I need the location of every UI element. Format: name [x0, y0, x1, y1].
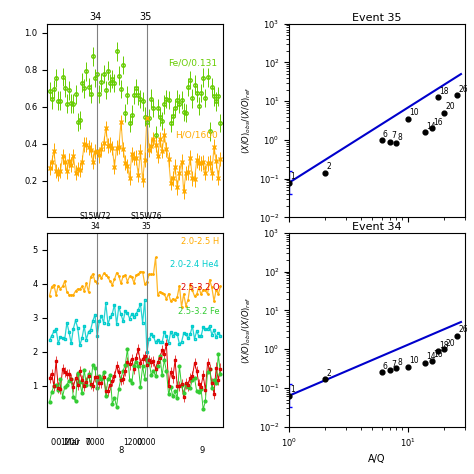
Text: 7: 7: [391, 360, 396, 369]
Text: Fe/O/0.131: Fe/O/0.131: [168, 59, 218, 68]
Text: 1200: 1200: [123, 438, 143, 447]
Point: [428, 125, 436, 132]
Text: 1: 1: [291, 172, 295, 181]
Point: [434, 347, 442, 355]
Text: S15W76
35: S15W76 35: [130, 211, 162, 231]
Text: 34: 34: [90, 12, 102, 22]
Text: 9: 9: [199, 446, 204, 455]
Point: [440, 346, 447, 353]
Point: [453, 91, 461, 99]
Text: 6: 6: [383, 362, 388, 371]
Point: [378, 136, 385, 144]
Point: [421, 128, 429, 136]
Point: [453, 332, 461, 339]
Point: [434, 93, 442, 101]
Point: [404, 363, 412, 370]
Text: 14: 14: [427, 352, 436, 361]
Text: 1: 1: [291, 385, 295, 394]
Point: [386, 138, 393, 146]
Text: 0000: 0000: [136, 438, 156, 447]
Text: 18: 18: [439, 341, 449, 350]
Y-axis label: $(X/O)_{obs}/(X/O)_{ref}$: $(X/O)_{obs}/(X/O)_{ref}$: [241, 87, 253, 155]
Text: 0000: 0000: [86, 438, 105, 447]
Text: 8: 8: [118, 446, 124, 455]
Text: S15W72
34: S15W72 34: [80, 211, 111, 231]
Point: [392, 365, 400, 372]
Text: 26: 26: [458, 325, 468, 334]
Point: [440, 109, 447, 117]
Text: 35: 35: [140, 12, 152, 22]
Text: 8: 8: [398, 133, 402, 142]
Text: 20: 20: [445, 339, 455, 348]
Text: 16: 16: [434, 118, 443, 127]
Text: 2.0-2.4 He4: 2.0-2.4 He4: [171, 260, 219, 269]
Text: 20: 20: [445, 102, 455, 111]
Text: 2.0-2.5 H: 2.0-2.5 H: [181, 237, 219, 246]
Point: [321, 375, 329, 383]
Title: Event 35: Event 35: [352, 13, 401, 23]
Point: [428, 357, 436, 365]
Text: 2.5-3.2 O: 2.5-3.2 O: [181, 283, 219, 292]
Text: 7: 7: [391, 131, 396, 140]
Text: 18: 18: [439, 87, 449, 96]
X-axis label: A/Q: A/Q: [368, 454, 386, 464]
Title: Event 34: Event 34: [352, 222, 401, 232]
Text: 10: 10: [409, 356, 419, 365]
Text: 26: 26: [458, 85, 468, 94]
Text: 2.5-3.2 Fe: 2.5-3.2 Fe: [178, 307, 219, 316]
Text: 10: 10: [409, 108, 419, 117]
Point: [378, 369, 385, 376]
Text: 8: 8: [398, 358, 402, 367]
Y-axis label: $(X/O)_{obs}/(X/O)_{ref}$: $(X/O)_{obs}/(X/O)_{ref}$: [241, 296, 253, 364]
Text: 14: 14: [427, 122, 436, 131]
Point: [285, 179, 293, 186]
Text: 1200: 1200: [61, 438, 80, 447]
Text: H/O/1600: H/O/1600: [174, 130, 218, 139]
Point: [285, 392, 293, 400]
Text: 2: 2: [327, 163, 331, 172]
Point: [321, 169, 329, 177]
Text: 6: 6: [383, 129, 388, 138]
Point: [404, 115, 412, 122]
Text: 2: 2: [327, 369, 331, 378]
Point: [421, 359, 429, 366]
Text: 00 Mar  7: 00 Mar 7: [51, 438, 91, 447]
Text: 16: 16: [434, 350, 443, 359]
Point: [386, 366, 393, 374]
Point: [392, 139, 400, 147]
